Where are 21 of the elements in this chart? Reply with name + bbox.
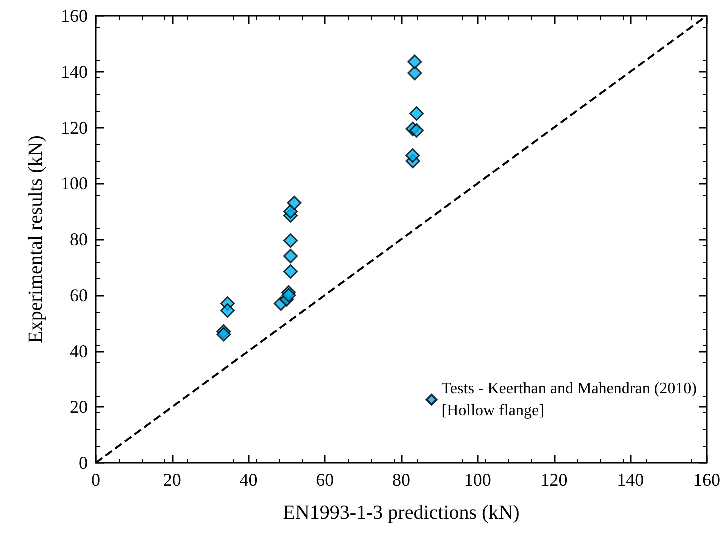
x-tick-label: 40 — [240, 470, 258, 490]
y-tick-label: 160 — [61, 6, 88, 26]
y-tick-label: 20 — [70, 397, 88, 418]
x-tick-label: 140 — [617, 470, 644, 490]
y-tick-label: 40 — [70, 341, 88, 362]
legend-label: Tests - Keerthan and Mahendran (2010) [Hollow flange] — [442, 380, 697, 420]
y-tick-label: 80 — [70, 230, 88, 250]
y-tick-label: 60 — [70, 285, 88, 306]
y-axis-title: Experimental results (kN) — [25, 136, 47, 344]
y-tick-label: 100 — [61, 174, 88, 194]
x-tick-label: 120 — [540, 470, 568, 490]
y-tick-label: 0 — [79, 453, 88, 473]
x-tick-label: 60 — [316, 470, 334, 490]
y-tick-label: 140 — [61, 62, 88, 82]
x-tick-label: 80 — [392, 470, 410, 490]
x-tick-label: 20 — [163, 470, 182, 490]
x-axis-title: EN1993-1-3 predictions (kN) — [283, 502, 520, 524]
x-tick-label: 100 — [464, 470, 492, 490]
x-tick-label: 160 — [694, 470, 720, 490]
y-tick-label: 120 — [61, 118, 88, 138]
x-tick-label: 0 — [92, 470, 100, 490]
